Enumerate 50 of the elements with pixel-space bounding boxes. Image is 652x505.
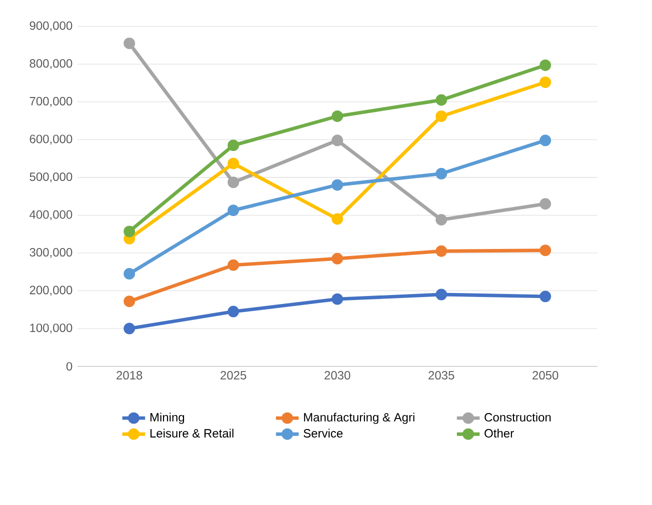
point [332,252,344,264]
point [540,198,552,210]
point [332,213,344,225]
point [124,322,136,334]
point [228,306,240,318]
legend-label: Leisure & Retail [150,428,234,438]
x-tick-label: 2050 [532,371,558,380]
point [436,110,448,122]
point [436,168,448,180]
point [540,290,552,302]
y-tick-label: 800,000 [30,59,72,70]
point [436,94,448,106]
y-tick-label: 100,000 [30,324,72,334]
point [436,214,448,226]
y-tick-label: 500,000 [30,172,72,182]
point [332,293,344,305]
point [124,268,136,280]
y-tick-label: 300,000 [30,248,72,258]
legend-label: Manufacturing & Agri [304,412,414,424]
legend-label: Other [484,428,514,438]
point [228,176,240,188]
point [228,140,240,152]
point [124,38,136,50]
y-tick-label: 200,000 [30,286,72,296]
point [228,158,240,170]
y-tick-label: 400,000 [30,210,72,220]
x-tick-label: 2035 [428,371,454,380]
point [540,76,552,88]
legend-label: Service [304,428,343,438]
y-tick-label: 900,000 [30,21,72,32]
x-tick-label: 2030 [324,371,350,380]
point [540,244,552,256]
point [436,288,448,300]
point [540,60,552,71]
legend-label: Mining [150,412,184,424]
x-tick-label: 2018 [116,371,142,380]
point [228,204,240,216]
point [124,296,136,308]
point [124,226,136,238]
point [332,134,344,146]
point [540,134,552,146]
point [332,179,344,191]
point [436,245,448,257]
x-tick-label: 2025 [220,371,246,380]
point [228,259,240,271]
legend-label: Construction [484,412,551,422]
y-tick-label: 600,000 [30,134,72,145]
y-tick-label: 700,000 [30,96,72,107]
y-tick-label: 0 [66,362,72,371]
point [332,110,344,122]
